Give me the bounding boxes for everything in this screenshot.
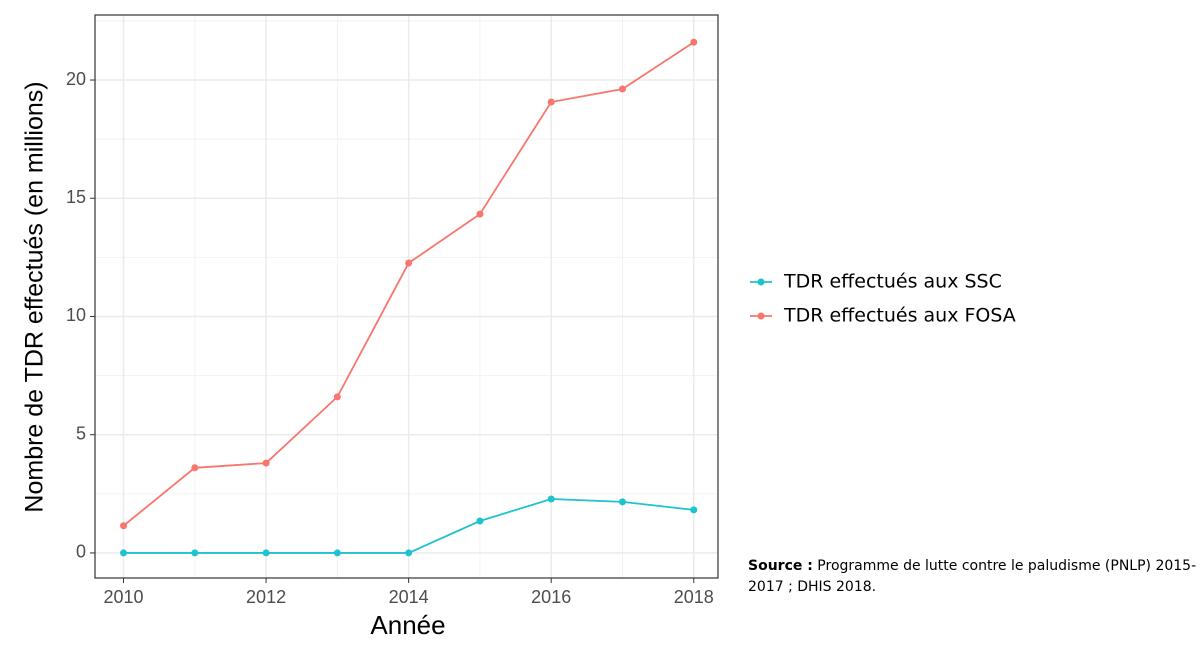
- y-axis-title: Nombre de TDR effectués (en millions): [21, 81, 49, 512]
- data-point: [618, 85, 626, 93]
- y-tick-label: 0: [76, 542, 86, 562]
- data-point: [405, 549, 413, 557]
- y-tick-label: 10: [66, 305, 86, 325]
- legend-label: TDR effectués aux SSC: [783, 271, 1002, 293]
- legend-label: TDR effectués aux FOSA: [783, 305, 1016, 327]
- x-tick-label: 2012: [246, 587, 286, 607]
- data-point: [333, 549, 341, 557]
- legend-key-dot: [757, 312, 765, 320]
- source-note: Source : Programme de lutte contre le pa…: [748, 556, 1198, 598]
- source-text: Programme de lutte contre le paludisme (…: [748, 558, 1197, 595]
- source-label: Source :: [748, 558, 813, 574]
- data-point: [120, 549, 128, 557]
- x-tick-label: 2010: [103, 587, 143, 607]
- x-tick-label: 2014: [389, 587, 429, 607]
- x-tick-label: 2018: [674, 587, 714, 607]
- y-tick-label: 5: [76, 423, 86, 443]
- y-tick-label: 20: [66, 69, 86, 89]
- data-point: [618, 498, 626, 506]
- data-point: [191, 549, 199, 557]
- plot-border: [94, 14, 719, 579]
- x-axis-title: Année: [370, 610, 445, 640]
- data-point: [690, 38, 698, 46]
- data-point: [262, 459, 270, 467]
- data-point: [262, 549, 270, 557]
- data-point: [333, 393, 341, 401]
- data-point: [476, 517, 484, 525]
- data-point: [405, 259, 413, 267]
- data-point: [476, 210, 484, 218]
- y-tick-label: 15: [66, 187, 86, 207]
- plot-background: [95, 15, 718, 578]
- legend-key-dot: [757, 278, 765, 286]
- data-point: [547, 98, 555, 106]
- data-point: [547, 495, 555, 503]
- data-point: [120, 522, 128, 530]
- data-point: [191, 464, 199, 472]
- data-point: [690, 506, 698, 514]
- x-tick-label: 2016: [531, 587, 571, 607]
